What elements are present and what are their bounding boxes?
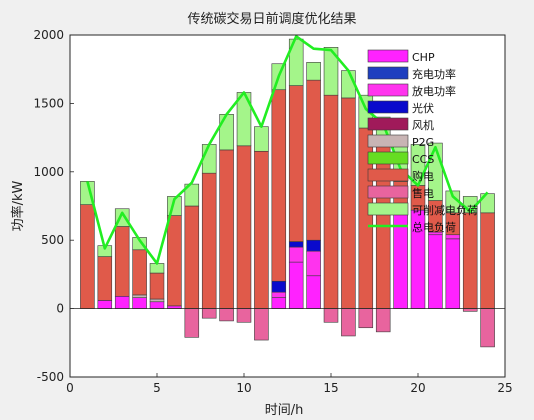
bar-segment xyxy=(254,126,269,152)
legend-swatch xyxy=(367,83,409,97)
bar-segment xyxy=(271,280,287,293)
legend-label: CHP xyxy=(412,51,435,64)
plot-frame xyxy=(69,34,506,378)
legend-label: 售电 xyxy=(412,186,434,200)
bar-segment xyxy=(219,114,234,151)
bar-segment xyxy=(149,298,165,303)
bar-segment xyxy=(445,238,461,309)
x-tick-label: 0 xyxy=(66,381,74,395)
y-tick-label: 0 xyxy=(56,302,64,316)
bar-segment xyxy=(428,234,443,309)
bar-segment xyxy=(167,215,182,307)
legend-label: 总电负荷 xyxy=(412,220,456,234)
bar-segment xyxy=(341,308,356,337)
x-tick-label: 10 xyxy=(236,381,251,395)
bar-segment xyxy=(236,145,252,309)
legend-label: 可削减电负荷 xyxy=(412,203,478,217)
bar-segment xyxy=(306,239,321,252)
bar-segment xyxy=(271,291,287,298)
legend-label: 光伏 xyxy=(412,101,434,115)
bar-segment xyxy=(323,94,339,309)
bar-segment xyxy=(323,47,339,96)
y-tick-label: 2000 xyxy=(33,28,64,42)
legend-swatch xyxy=(367,168,409,182)
legend-swatch xyxy=(367,100,409,114)
bar-segment xyxy=(132,294,147,298)
bar-segment xyxy=(445,234,461,240)
legend-swatch xyxy=(367,134,409,148)
bar-segment xyxy=(236,308,252,323)
legend-label: P2G xyxy=(412,136,434,149)
x-tick-label: 15 xyxy=(323,381,338,395)
bar-segment xyxy=(201,172,217,309)
bar-segment xyxy=(462,212,478,309)
bar-segment xyxy=(80,204,95,309)
bar-segment xyxy=(254,308,269,341)
legend-swatch xyxy=(367,49,409,63)
bar-segment xyxy=(306,79,321,241)
x-tick-label: 25 xyxy=(497,381,512,395)
bar-segment xyxy=(149,272,165,300)
legend-swatch xyxy=(367,66,409,80)
bar-segment xyxy=(288,246,304,263)
legend-label: 风机 xyxy=(412,118,434,132)
legend-swatch xyxy=(367,202,409,216)
bar-segment xyxy=(97,300,113,309)
bar-segment xyxy=(358,308,374,329)
bar-segment xyxy=(149,301,165,309)
y-tick-label: 1500 xyxy=(33,96,64,110)
bar-segment xyxy=(132,249,147,296)
bar-segment xyxy=(271,297,287,309)
bar-segment xyxy=(149,263,165,274)
bar-segment xyxy=(184,205,200,309)
bar-segment xyxy=(375,308,391,333)
total-load-line xyxy=(86,35,489,265)
legend-label: CCS xyxy=(412,153,434,166)
chart-title: 传统碳交易日前调度优化结果 xyxy=(187,11,356,27)
bar-segment xyxy=(306,275,321,309)
legend-swatch xyxy=(367,117,409,131)
bar-segment xyxy=(201,144,217,174)
bar-segment xyxy=(254,150,269,309)
bar-segment xyxy=(114,226,130,297)
bar-segment xyxy=(288,261,304,309)
y-tick-label: 500 xyxy=(41,233,64,247)
bar-segment xyxy=(271,89,287,282)
bar-segment xyxy=(219,308,234,322)
bar-segment xyxy=(462,308,478,312)
bar-segment xyxy=(480,308,495,348)
bar-segment xyxy=(219,149,234,309)
bar-segment xyxy=(201,308,217,319)
bar-segment xyxy=(480,212,495,309)
bar-segment xyxy=(184,308,200,338)
y-tick-label: 1000 xyxy=(33,165,64,179)
legend-swatch xyxy=(367,185,409,199)
bar-segment xyxy=(97,256,113,301)
x-axis-label: 时间/h xyxy=(265,403,304,418)
bar-segment xyxy=(288,241,304,248)
legend-swatch xyxy=(367,151,409,165)
x-tick-label: 5 xyxy=(153,381,161,395)
x-tick-label: 20 xyxy=(410,381,425,395)
bar-segment xyxy=(167,305,182,309)
y-tick-label: -500 xyxy=(37,370,64,384)
bar-segment xyxy=(288,85,304,242)
total-load-line-layer xyxy=(86,35,489,265)
y-axis-label: 功率/kW xyxy=(10,180,26,231)
bar-segment xyxy=(341,97,356,309)
bar-segment xyxy=(323,308,339,323)
legend-label: 放电功率 xyxy=(412,84,456,98)
bar-segment xyxy=(132,297,147,309)
bar-segment xyxy=(114,295,130,309)
legend-label: 充电功率 xyxy=(412,67,456,81)
bar-segment xyxy=(306,62,321,81)
legend-label: 购电 xyxy=(412,169,434,183)
bar-segment xyxy=(306,250,321,277)
